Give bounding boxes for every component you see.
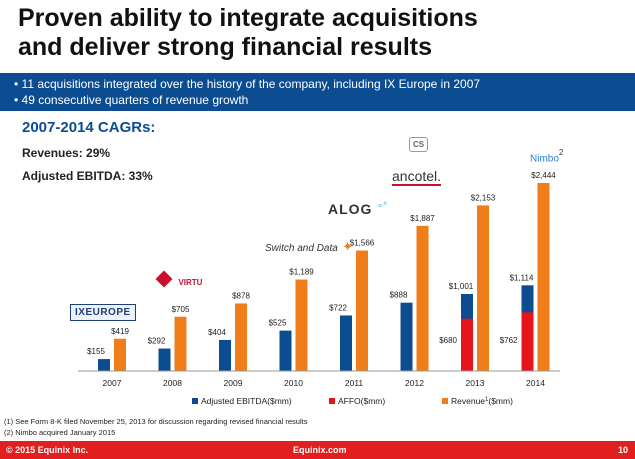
logo-alog: ALOG ∘° bbox=[328, 201, 387, 219]
label-ebitda-2008: $292 bbox=[148, 337, 166, 346]
bar-revenue-2014 bbox=[537, 183, 550, 371]
logo-nimbo-sup: 2 bbox=[558, 148, 564, 157]
logo-ancotel: ancotel. bbox=[392, 168, 442, 186]
legend-swatch-1 bbox=[329, 398, 335, 404]
bar-affo-2013 bbox=[461, 318, 473, 371]
bar-ebitda-2007 bbox=[98, 359, 110, 371]
legend-unit-1: ($mm) bbox=[361, 396, 386, 406]
footer-page-number: 10 bbox=[618, 445, 629, 455]
legend-swatch-0 bbox=[192, 398, 198, 404]
label-revenue-2012: $1,887 bbox=[410, 214, 435, 223]
legend-unit-2: ($mm) bbox=[488, 396, 513, 406]
cagr-revenues: Revenues: 29% bbox=[22, 146, 111, 160]
label-revenue-2009: $878 bbox=[232, 291, 250, 300]
label-affo-2014: $762 bbox=[500, 336, 518, 345]
bar-ebitda-2009 bbox=[219, 339, 231, 371]
tick-label-2009: 2009 bbox=[224, 378, 243, 388]
virtu-mark-icon bbox=[155, 270, 173, 288]
label-revenue-2010: $1,189 bbox=[289, 268, 314, 277]
legend-unit-0: ($mm) bbox=[267, 396, 292, 406]
logo-switch-and-data-text: Switch and Data bbox=[265, 243, 338, 254]
bubbles-icon: ∘° bbox=[376, 201, 388, 212]
star-icon: ✦ bbox=[342, 239, 354, 254]
footer-copyright: © 2015 Equinix Inc. bbox=[6, 445, 89, 455]
title-line-2: and deliver strong financial results bbox=[18, 33, 433, 61]
label-revenue-2013: $2,153 bbox=[471, 193, 496, 202]
label-ebitda-2014: $1,114 bbox=[510, 273, 534, 282]
bar-revenue-2008 bbox=[174, 316, 187, 371]
banner-bullet-2: • 49 consecutive quarters of revenue gro… bbox=[14, 93, 249, 107]
page-title: Proven ability to integrate acquisitions… bbox=[18, 4, 618, 62]
legend-label-2: Revenue1($mm) bbox=[451, 396, 513, 406]
highlight-banner: • 11 acquisitions integrated over the hi… bbox=[0, 73, 635, 111]
page-footer: © 2015 Equinix Inc. Equinix.com 10 bbox=[0, 441, 635, 459]
label-ebitda-2012: $888 bbox=[390, 291, 408, 300]
legend-name-2: Revenue bbox=[451, 396, 485, 406]
tick-label-2012: 2012 bbox=[405, 378, 424, 388]
logo-alog-text: ALOG bbox=[328, 201, 373, 217]
cagr-ebitda: Adjusted EBITDA: 33% bbox=[22, 169, 153, 183]
label-ebitda-2013: $1,001 bbox=[449, 282, 474, 291]
bar-revenue-2007 bbox=[114, 338, 126, 371]
label-revenue-2008: $705 bbox=[172, 305, 190, 314]
bar-revenue-2010 bbox=[295, 279, 308, 371]
label-ebitda-2010: $525 bbox=[269, 319, 287, 328]
tick-label-2013: 2013 bbox=[466, 378, 485, 388]
label-ebitda-2009: $404 bbox=[208, 328, 226, 337]
logo-cs-text: CS bbox=[409, 137, 429, 152]
cagr-title: 2007-2014 CAGRs: bbox=[22, 119, 156, 136]
legend-label-0: Adjusted EBITDA($mm) bbox=[201, 396, 292, 406]
tick-label-2007: 2007 bbox=[103, 378, 122, 388]
label-revenue-2007: $419 bbox=[111, 327, 129, 336]
bar-affo-2014 bbox=[521, 312, 534, 371]
bar-ebitda-2011 bbox=[340, 315, 352, 371]
bar-ebitda-2012 bbox=[400, 302, 413, 371]
legend-swatch-2 bbox=[442, 398, 448, 404]
footer-site-link[interactable]: Equinix.com bbox=[293, 445, 347, 455]
label-ebitda-2011: $722 bbox=[329, 303, 347, 312]
tick-label-2011: 2011 bbox=[345, 378, 364, 388]
logo-nimbo-text: Nimbo bbox=[530, 153, 559, 165]
title-line-1: Proven ability to integrate acquisitions bbox=[18, 4, 478, 32]
logo-virtu-text: VIRTU bbox=[178, 278, 203, 287]
bar-revenue-2013 bbox=[477, 205, 489, 371]
footnote-2: (2) Nimbo acquired January 2015 bbox=[4, 428, 116, 437]
bar-revenue-2011 bbox=[356, 250, 368, 371]
tick-label-2008: 2008 bbox=[163, 378, 182, 388]
legend-name-1: AFFO bbox=[338, 396, 361, 406]
label-affo-2013: $680 bbox=[439, 336, 457, 345]
bar-revenue-2012 bbox=[416, 225, 429, 371]
banner-bullet-1: • 11 acquisitions integrated over the hi… bbox=[14, 77, 481, 91]
tick-label-2010: 2010 bbox=[284, 378, 303, 388]
label-revenue-2011: $1,566 bbox=[350, 239, 375, 248]
logo-virtu: VIRTU bbox=[155, 270, 203, 290]
logo-ancotel-text: ancotel. bbox=[392, 168, 442, 186]
tick-label-2014: 2014 bbox=[526, 378, 545, 388]
logo-nimbo: Nimbo2 bbox=[530, 148, 563, 166]
legend-label-1: AFFO($mm) bbox=[338, 396, 385, 406]
logo-cs: CS bbox=[409, 134, 429, 152]
label-ebitda-2007: $155 bbox=[87, 347, 105, 356]
bar-revenue-2009 bbox=[235, 303, 247, 371]
footnote-1: (1) See Form 8-K filed November 25, 2013… bbox=[4, 417, 308, 426]
bar-ebitda-2010 bbox=[279, 330, 292, 371]
logo-ixeurope-text: IXEUROPE bbox=[70, 304, 136, 321]
logo-ixeurope: IXEUROPE bbox=[70, 302, 136, 321]
legend-sup-2: 1 bbox=[485, 397, 489, 403]
legend-name-0: Adjusted EBITDA bbox=[201, 396, 267, 406]
label-revenue-2014: $2,444 bbox=[531, 171, 556, 180]
financial-results-chart: $419 $155 2007 $705 $292 2008 $878 $404 2009 $1,1… bbox=[78, 171, 560, 406]
bar-ebitda-2008 bbox=[158, 348, 171, 371]
logo-switch-and-data: Switch and Data ✦ bbox=[265, 238, 353, 256]
